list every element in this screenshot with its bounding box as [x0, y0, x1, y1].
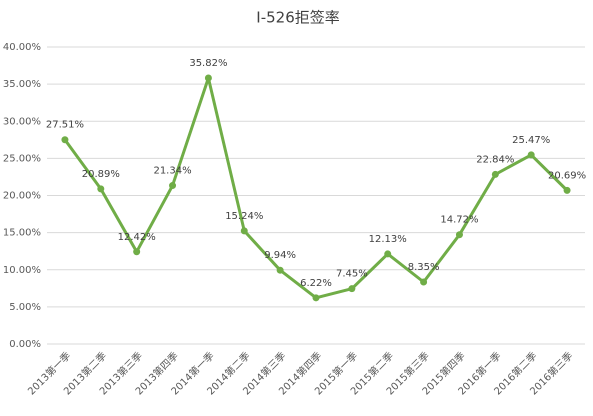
point: [133, 248, 141, 256]
point: [455, 231, 463, 239]
point: [348, 285, 356, 293]
data-label: 21.34%: [153, 166, 191, 177]
data-label: 8.35%: [408, 262, 440, 273]
data-label: 14.72%: [440, 215, 478, 226]
data-label: 20.89%: [82, 169, 120, 180]
data-label: 27.51%: [46, 120, 84, 131]
point: [384, 250, 392, 258]
point: [61, 136, 69, 144]
y-tick-label: 35.00%: [3, 79, 41, 90]
y-tick-label: 20.00%: [3, 191, 41, 202]
data-label: 25.47%: [512, 135, 550, 146]
point: [169, 182, 177, 190]
data-label: 12.13%: [369, 234, 407, 245]
y-tick-label: 25.00%: [3, 153, 41, 164]
data-label: 35.82%: [189, 58, 227, 69]
y-tick-label: 15.00%: [3, 228, 41, 239]
data-label: 12.42%: [118, 232, 156, 243]
data-label: 9.94%: [264, 250, 296, 261]
point: [97, 185, 105, 193]
y-tick-label: 40.00%: [3, 42, 41, 53]
line: [63, 76, 569, 300]
point: [204, 74, 212, 82]
point: [527, 151, 535, 159]
y-tick-label: 10.00%: [3, 265, 41, 276]
data-label: 22.84%: [476, 154, 514, 165]
point: [240, 227, 248, 235]
y-tick-label: 0.00%: [9, 339, 41, 350]
data-label: 6.22%: [300, 278, 332, 289]
data-label: 15.24%: [225, 211, 263, 222]
chart-title: I-526拒签率: [256, 9, 339, 27]
point: [563, 186, 571, 194]
y-tick-label: 5.00%: [9, 302, 41, 313]
data-label: 20.69%: [548, 170, 586, 181]
point: [312, 294, 320, 302]
point: [420, 278, 428, 286]
point: [276, 266, 284, 274]
y-tick-label: 30.00%: [3, 116, 41, 127]
point: [491, 170, 499, 178]
data-label: 7.45%: [336, 269, 368, 280]
